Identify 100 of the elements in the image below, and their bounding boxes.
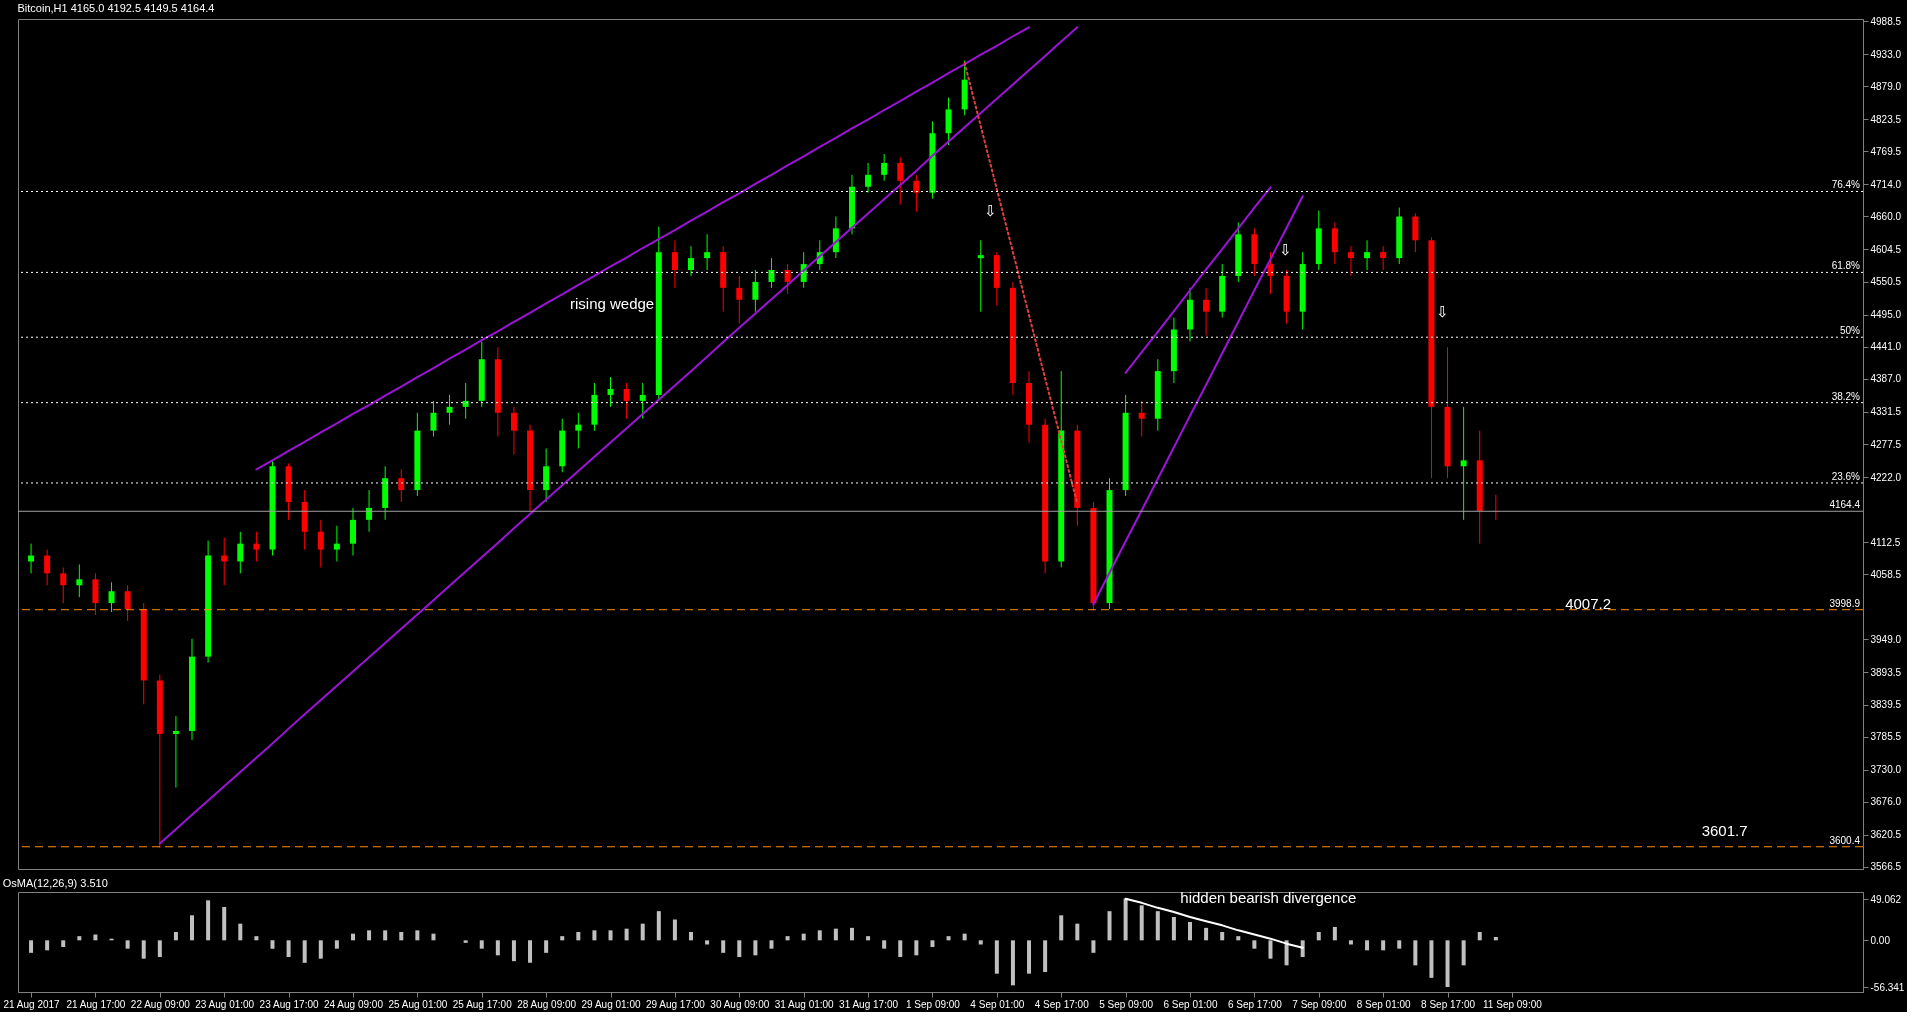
line-series [255,26,1031,471]
bar [1236,936,1241,941]
candlestick [688,245,694,277]
y-tick-label: 4331.5 [1870,406,1902,418]
bar [1059,915,1064,941]
bar [206,900,211,941]
annotation: ⇩ [1279,241,1293,259]
bar [721,940,726,953]
candlestick [92,572,99,616]
candlestick [237,531,244,574]
x-tick-label: 21 Aug 17:00 [66,998,126,1010]
candlestick [1267,251,1274,295]
candlestick [1364,239,1371,271]
bar [1397,940,1402,949]
bar [45,940,50,951]
y-tick-label: 3839.5 [1870,699,1902,711]
bar [640,923,645,941]
bar [833,928,838,941]
annotation: 4007.2 [1565,594,1612,612]
bar [415,930,420,941]
x-tick-label: 29 Aug 01:00 [581,998,641,1010]
y-tick-label: 3893.5 [1870,666,1902,678]
bar [286,940,291,957]
x-tick-label: 23 Aug 01:00 [195,998,255,1010]
bar [656,911,661,941]
candlestick [44,549,51,586]
x-tick-label: 6 Sep 17:00 [1227,998,1283,1010]
bar [1461,940,1466,966]
bar [1300,940,1305,957]
bar [495,940,500,956]
x-tick-label: 4 Sep 01:00 [970,998,1025,1010]
y-tick-label: 4495.0 [1870,309,1902,321]
bar [817,930,822,941]
x-tick-label: 25 Aug 17:00 [452,998,513,1010]
annotation: 61.8% [1831,260,1861,272]
candlestick [897,156,904,206]
candlestick [671,239,678,289]
bar [1381,940,1386,951]
candlestick [623,382,630,420]
ref-line-label: 3998.9 [1829,597,1861,609]
bar [302,940,307,963]
bar [173,932,178,941]
chart-title: OsMA(12,26,9) 3.510 [2,877,108,889]
x-tick-label: 28 Aug 09:00 [517,998,577,1010]
bar [1188,922,1192,941]
bar [672,919,677,941]
candlestick [76,563,83,598]
x-tick-label: 21 Aug 2017 [3,998,61,1010]
bar [882,940,887,949]
bar [1477,932,1482,941]
bar [737,940,742,957]
bar [544,940,549,953]
x-tick-label: 7 Sep 09:00 [1292,998,1347,1010]
bar [77,936,82,941]
candlestick [752,269,759,313]
x-tick-label: 31 Aug 01:00 [774,998,835,1010]
bar [1332,927,1337,941]
candlestick [977,239,984,313]
bar [705,940,710,945]
y-tick-label: 4604.5 [1870,243,1902,255]
bar [978,940,983,945]
x-tick-label: 25 Aug 01:00 [388,998,448,1010]
y-tick-label: 4769.5 [1870,145,1902,157]
candlestick [430,400,437,438]
bar [785,936,790,941]
bar [334,940,339,949]
x-tick-label: 31 Aug 17:00 [839,998,899,1010]
x-tick-label: 1 Sep 09:00 [905,998,961,1010]
bar [141,940,146,959]
bar [479,940,484,949]
y-tick-label: 3785.5 [1870,731,1902,743]
line-series [963,62,1079,505]
candlestick [1412,213,1419,253]
bar [1429,940,1434,978]
candlestick [317,519,324,568]
x-tick-label: 24 Aug 09:00 [324,998,384,1010]
candlestick [124,584,131,622]
y-tick-label: 3949.0 [1870,633,1902,645]
candlestick [446,394,453,426]
candlestick [108,581,115,613]
y-tick-label: 4277.5 [1870,438,1902,450]
candlestick [639,382,646,420]
candlestick [398,468,405,503]
bar [238,923,243,941]
bar [1413,940,1418,966]
bar [1075,923,1080,941]
line-series [1124,186,1272,374]
candlestick [333,525,340,562]
y-tick-label: 4933.0 [1870,48,1902,60]
candlestick [1203,287,1210,336]
y-tick-label: 4714.0 [1870,178,1902,190]
bar [511,940,516,962]
bar [624,928,629,941]
x-tick-label: 6 Sep 01:00 [1163,998,1218,1010]
x-tick-label: 23 Aug 17:00 [259,998,319,1010]
candlestick [510,406,517,455]
candlestick [865,162,872,194]
candlestick [543,447,550,503]
bar [125,940,130,949]
x-tick-label: 8 Sep 17:00 [1421,998,1476,1010]
